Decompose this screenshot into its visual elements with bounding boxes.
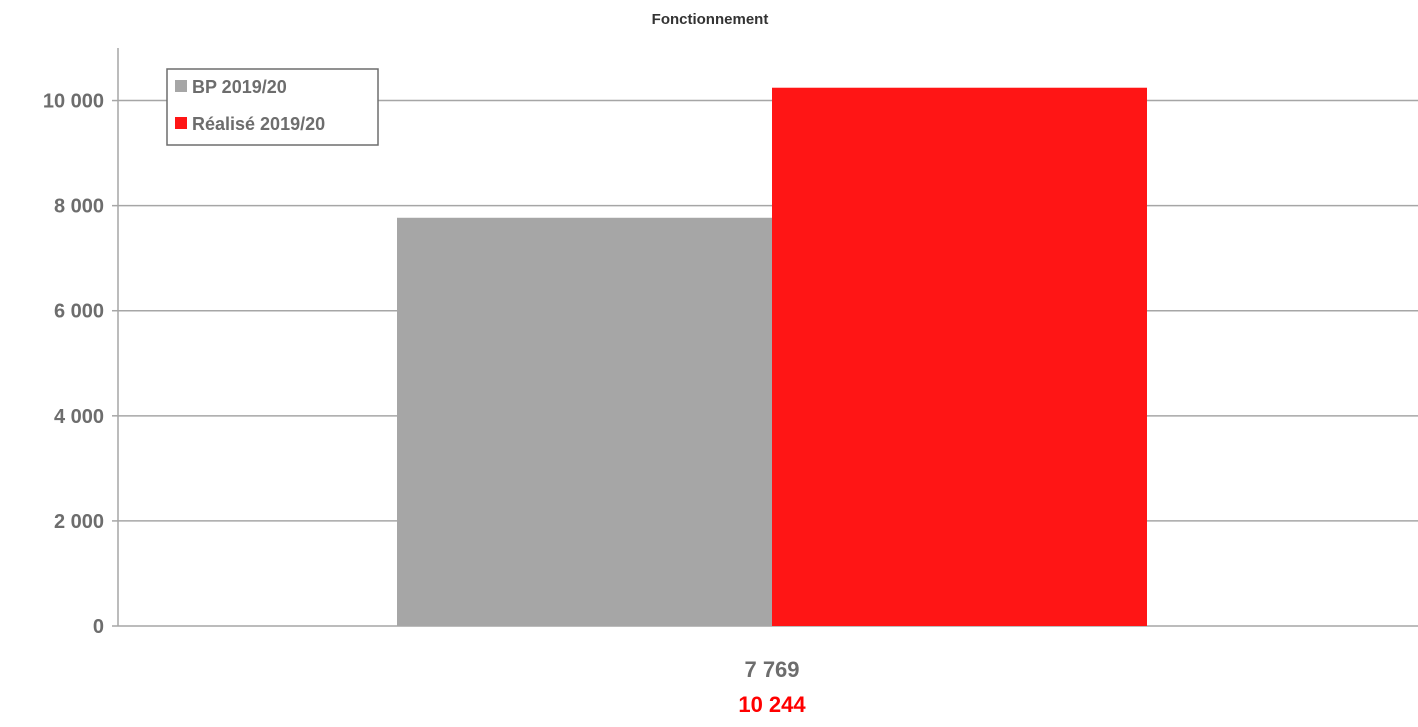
legend-swatch-realise: [175, 117, 187, 129]
y-tick-label: 2 000: [54, 511, 104, 533]
legend-box: [166, 68, 379, 146]
bars: [397, 87, 1147, 627]
value-label-realise: 10 244: [738, 692, 806, 717]
value-label-bp: 7 769: [744, 657, 799, 682]
y-tick-label: 6 000: [54, 301, 104, 323]
value-labels: 7 769 10 244: [738, 657, 806, 717]
y-tick-label: 4 000: [54, 406, 104, 428]
legend-label-realise: Réalisé 2019/20: [192, 114, 325, 134]
y-tick-label: 8 000: [54, 196, 104, 218]
y-axis: 0 2 000 4 000 6 000 8 000 10 000: [43, 48, 119, 638]
bar-realise-2019-20: [772, 87, 1147, 626]
y-tick-label: 10 000: [43, 91, 104, 113]
bar-bp-2019-20: [397, 217, 772, 627]
chart-title: Fonctionnement: [652, 11, 769, 28]
y-tick-label: 0: [93, 616, 104, 638]
legend-swatch-bp: [175, 80, 187, 92]
legend: BP 2019/20 Réalisé 2019/20: [166, 68, 379, 146]
legend-label-bp: BP 2019/20: [192, 77, 287, 97]
